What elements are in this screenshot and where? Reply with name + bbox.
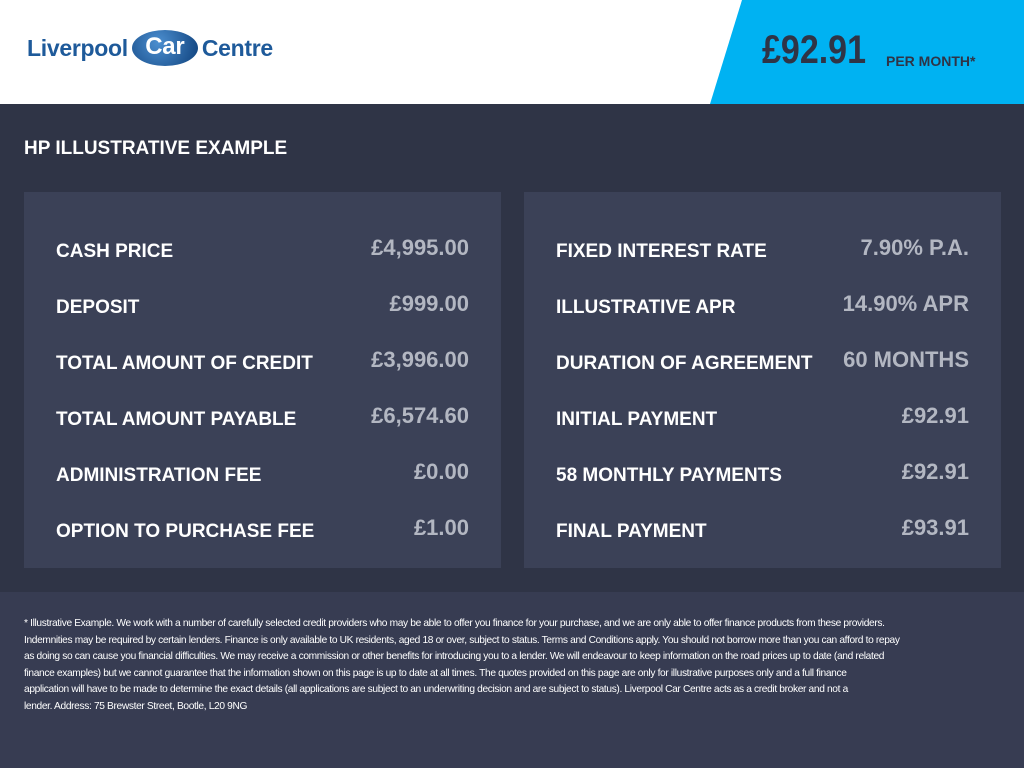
row-value: £92.91: [901, 459, 969, 484]
row-label: INITIAL PAYMENT: [556, 409, 718, 430]
row-label: CASH PRICE: [56, 241, 174, 262]
finance-row: TOTAL AMOUNT PAYABLE £6,574.60: [56, 388, 469, 444]
row-value: £93.91: [901, 515, 969, 540]
page-title: HP ILLUSTRATIVE EXAMPLE: [24, 138, 288, 159]
row-value: 14.90% APR: [842, 291, 969, 316]
row-label: ILLUSTRATIVE APR: [556, 297, 736, 318]
finance-panel-left: CASH PRICE £4,995.00 DEPOSIT £999.00 TOTAL…: [24, 192, 501, 568]
finance-row: CASH PRICE £4,995.00: [56, 220, 469, 276]
price-band: [710, 0, 1024, 104]
row-label: FINAL PAYMENT: [556, 521, 707, 542]
finance-row: OPTION TO PURCHASE FEE £1.00: [56, 500, 469, 556]
row-label: OPTION TO PURCHASE FEE: [56, 521, 315, 542]
finance-row: DEPOSIT £999.00: [56, 276, 469, 332]
finance-row: ADMINISTRATION FEE £0.00: [56, 444, 469, 500]
finance-panel-right: FIXED INTEREST RATE 7.90% P.A. ILLUSTRATI…: [524, 192, 1001, 568]
row-value: £92.91: [901, 403, 969, 428]
finance-row: 58 MONTHLY PAYMENTS £92.91: [556, 444, 969, 500]
finance-row: DURATION OF AGREEMENT 60 MONTHS: [556, 332, 969, 388]
logo-car-badge: Car: [131, 30, 198, 66]
disclaimer: * Illustrative Example. We work with a n…: [0, 592, 1024, 768]
finance-row: FIXED INTEREST RATE 7.90% P.A.: [556, 220, 969, 276]
per-month-label: PER MONTH*: [886, 53, 976, 69]
row-label: 58 MONTHLY PAYMENTS: [556, 465, 782, 486]
finance-row: INITIAL PAYMENT £92.91: [556, 388, 969, 444]
logo-text: Centre: [201, 34, 273, 61]
row-label: DURATION OF AGREEMENT: [556, 353, 813, 374]
row-value: £999.00: [389, 291, 469, 316]
monthly-price: £92.91: [762, 28, 866, 72]
logo-text: Liverpool: [27, 34, 128, 61]
row-value: £1.00: [413, 515, 469, 540]
row-value: 60 MONTHS: [843, 347, 969, 372]
row-label: TOTAL AMOUNT OF CREDIT: [56, 353, 313, 374]
finance-row: ILLUSTRATIVE APR 14.90% APR: [556, 276, 969, 332]
row-value: £3,996.00: [371, 347, 469, 372]
row-label: DEPOSIT: [56, 297, 140, 318]
header: Liverpool Car Centre £92.91 PER MONTH*: [0, 0, 1024, 104]
row-value: £6,574.60: [371, 403, 469, 428]
row-value: 7.90% P.A.: [860, 235, 969, 260]
finance-row: TOTAL AMOUNT OF CREDIT £3,996.00: [56, 332, 469, 388]
row-value: £0.00: [413, 459, 469, 484]
row-value: £4,995.00: [371, 235, 469, 260]
finance-row: FINAL PAYMENT £93.91: [556, 500, 969, 556]
row-label: FIXED INTEREST RATE: [556, 241, 767, 262]
logo[interactable]: Liverpool Car Centre: [27, 30, 273, 66]
row-label: ADMINISTRATION FEE: [56, 465, 262, 486]
row-label: TOTAL AMOUNT PAYABLE: [56, 409, 297, 430]
